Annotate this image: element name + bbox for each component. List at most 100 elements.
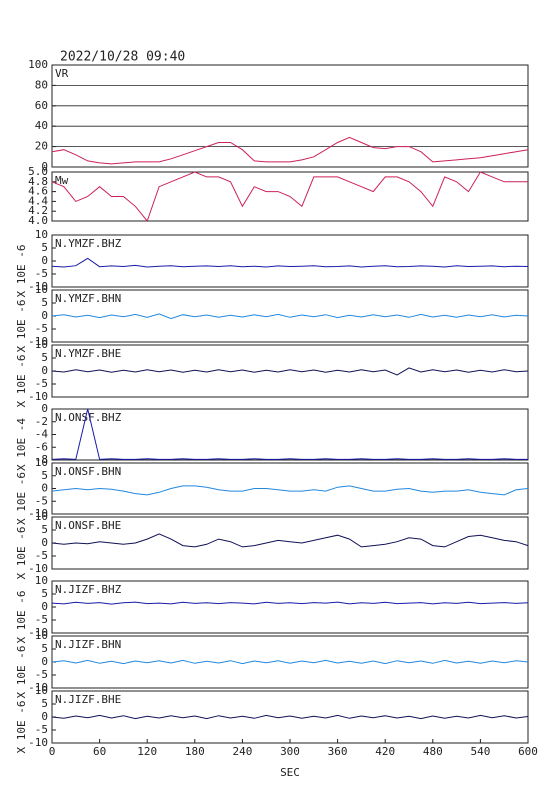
x-tick-label: 360 [328, 745, 348, 758]
series-line [51, 408, 528, 460]
y-tick-label: -10 [28, 507, 48, 520]
y-tick-label: 10 [35, 574, 48, 587]
y-tick-label: 10 [35, 510, 48, 523]
panel-frame [51, 516, 529, 570]
panel-frame [51, 344, 529, 398]
y-tick-label: -5 [35, 549, 48, 562]
y-tick-label: 0 [41, 160, 48, 173]
y-tick-label: -10 [28, 390, 48, 403]
y-tick-label: 0 [41, 536, 48, 549]
x-tick-label: 120 [137, 745, 157, 758]
y-tick-label: -10 [28, 681, 48, 694]
y-tick-label: 40 [35, 119, 48, 132]
y-tick-label: -5 [35, 322, 48, 335]
y-tick-label: 5 [41, 642, 48, 655]
panel-label: N.ONSF.BHN [55, 465, 121, 478]
y-tick-label: -4 [35, 428, 49, 441]
panel-label: N.JIZF.BHN [55, 638, 121, 651]
x-tick-label: 420 [375, 745, 395, 758]
y-tick-label: -5 [35, 377, 48, 390]
y-tick-label: 5.0 [28, 165, 48, 178]
y-tick-label: 80 [35, 78, 48, 91]
x-tick-label: 240 [232, 745, 252, 758]
series-line [51, 714, 529, 720]
y-tick-label: 0 [41, 710, 48, 723]
y-tick-label: 0 [41, 600, 48, 613]
y-tick-label: -5 [35, 613, 48, 626]
x-tick-label: 480 [423, 745, 443, 758]
y-tick-label: 0 [41, 655, 48, 668]
y-tick-label: 5 [41, 351, 48, 364]
y-tick-label: 10 [35, 629, 48, 642]
panel-label: N.YMZF.BHZ [55, 237, 122, 250]
series-line [51, 533, 529, 548]
series-line [51, 485, 529, 496]
panel-frame [51, 408, 529, 461]
y-tick-label: 4.0 [28, 214, 48, 227]
y-tick-label: -2 [35, 415, 48, 428]
y-tick-label: -5 [35, 723, 48, 736]
y-tick-label: 60 [35, 99, 48, 112]
y-axis-label: X 10E -6 [15, 646, 28, 699]
y-tick-label: -6 [35, 440, 48, 453]
y-tick-label: 5 [41, 296, 48, 309]
y-tick-label: 4.8 [28, 175, 48, 188]
y-tick-label: 5 [41, 587, 48, 600]
y-axis-label: X 10E -6 [15, 701, 28, 754]
x-tick-label: 600 [518, 745, 538, 758]
panel-label: N.JIZF.BHZ [55, 583, 122, 596]
panel-label: N.ONSF.BHE [55, 519, 121, 532]
panel-label: N.JIZF.BHE [55, 693, 121, 706]
y-axis-label: X 10E -6 [15, 300, 28, 353]
panel-frame [51, 234, 529, 288]
y-tick-label: 0 [41, 309, 48, 322]
panel-frame [51, 171, 529, 222]
chart-title: 2022/10/28 09:40 [60, 50, 185, 65]
y-tick-label: 10 [35, 283, 48, 296]
x-tick-label: 180 [185, 745, 205, 758]
panel-frame [51, 635, 529, 689]
y-tick-label: 10 [35, 684, 48, 697]
y-tick-label: 4.4 [28, 194, 48, 207]
series-line [51, 659, 529, 665]
series-line [51, 171, 528, 223]
panel-label: N.ONSF.BHZ [55, 411, 122, 424]
y-tick-label: 5 [41, 241, 48, 254]
y-tick-label: 100 [28, 58, 48, 71]
y-tick-label: 0 [41, 402, 48, 415]
y-tick-label: 20 [35, 140, 48, 153]
panel-frame [51, 690, 529, 744]
y-axis-label: X 10E -6 [15, 591, 28, 644]
y-tick-label: 4.6 [28, 185, 48, 198]
x-axis-label: SEC [280, 766, 300, 779]
panel-label: Mw [55, 174, 69, 187]
y-tick-label: 10 [35, 228, 48, 241]
series-line [51, 136, 529, 165]
y-tick-label: 5 [41, 523, 48, 536]
y-tick-label: 10 [35, 456, 48, 469]
panel-frame [51, 580, 529, 634]
panel-label: N.YMZF.BHN [55, 292, 121, 305]
y-tick-label: 10 [35, 338, 48, 351]
panel-label: N.YMZF.BHE [55, 347, 121, 360]
y-axis-label: X 10E -6 [15, 355, 28, 408]
panel-frame [51, 462, 529, 515]
series-line [51, 313, 529, 320]
x-tick-label: 300 [280, 745, 300, 758]
series-line [51, 257, 529, 268]
y-tick-label: -10 [28, 736, 48, 749]
y-tick-label: -10 [28, 280, 48, 293]
panel-label: VR [55, 67, 69, 80]
y-tick-label: 5 [41, 697, 48, 710]
y-tick-label: -5 [35, 267, 48, 280]
y-tick-label: 0 [41, 482, 48, 495]
panel-frame [51, 64, 529, 168]
series-line [51, 367, 529, 376]
y-axis-label: X 10E -4 [15, 418, 28, 471]
y-axis-label: X 10E -6 [15, 527, 28, 580]
series-line [51, 601, 529, 605]
x-tick-label: 60 [93, 745, 106, 758]
y-tick-label: 5 [41, 469, 48, 482]
y-axis-label: X 10E -6 [15, 245, 28, 298]
